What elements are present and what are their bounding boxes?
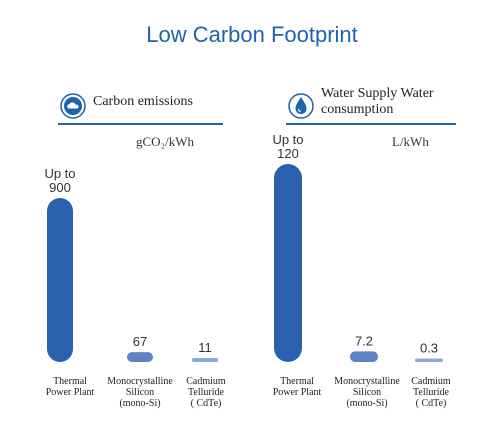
category-label-cdte: Cadmium Telluride ( CdTe) [411,376,451,409]
co2-cloud-icon [60,93,86,119]
panel-heading-text: Water Supply Water consumption [321,86,434,117]
heading-divider [286,123,456,125]
carbon-emissions-panel: Carbon emissions gCO₂/kWh Up to 900 67 11 T… [8,80,238,420]
category-label-mono-si: Monocrystalline Silicon (mono-Si) [334,376,400,409]
water-drop-icon [288,93,314,119]
bar-cdte [415,358,443,362]
page-title: Low Carbon Footprint [146,22,358,47]
bar-mono-si [127,352,153,362]
value-label-cdte: 11 [198,340,212,355]
bar-cdte [192,358,218,362]
unit-label: gCO₂/kWh [136,134,194,149]
value-label-thermal: Up to 120 [272,132,303,161]
panel-heading-text: Carbon emissions [93,94,193,109]
category-label-mono-si: Monocrystalline Silicon (mono-Si) [107,376,173,409]
bar-thermal [47,198,73,362]
value-label-cdte: 0.3 [420,341,438,356]
water-consumption-panel: Water Supply Water consumption L/kWh Up … [262,80,492,420]
value-label-mono-si: 67 [133,334,147,349]
heading-divider [58,123,223,125]
water-bar-chart: Up to 120 7.2 0.3 [272,132,443,362]
bar-mono-si [350,351,378,362]
category-label-thermal: Thermal Power Plant [272,376,322,398]
bar-thermal [274,164,302,362]
carbon-bar-chart: Up to 900 67 11 [44,166,218,362]
category-label-thermal: Thermal Power Plant [45,376,95,398]
category-label-cdte: Cadmium Telluride ( CdTe) [186,376,226,409]
unit-label: L/kWh [392,134,429,149]
value-label-thermal: Up to 900 [44,166,75,195]
value-label-mono-si: 7.2 [355,333,373,348]
